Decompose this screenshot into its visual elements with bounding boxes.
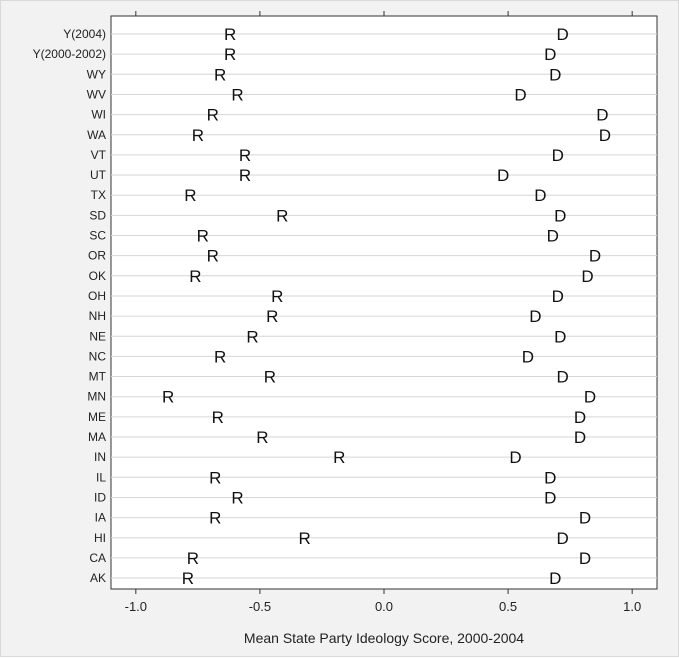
x-tick-label: 1.0 <box>623 599 641 614</box>
x-tick-label: 0.5 <box>499 599 517 614</box>
category-label: IA <box>95 511 106 525</box>
marker-R-ok: R <box>189 267 201 286</box>
grid-lines <box>111 33 657 579</box>
category-label: WA <box>87 128 106 142</box>
marker-D-ok: D <box>581 267 593 286</box>
marker-R-ut: R <box>239 166 251 185</box>
marker-R-me: R <box>212 408 224 427</box>
category-label: HI <box>94 531 106 545</box>
marker-R-nc: R <box>214 347 226 366</box>
marker-R-ca: R <box>187 549 199 568</box>
plot-area <box>110 15 658 590</box>
category-label: VT <box>91 148 107 162</box>
category-label: SC <box>89 229 106 243</box>
marker-R-il: R <box>209 468 221 487</box>
marker-D-ak: D <box>549 569 561 588</box>
category-label: OH <box>88 289 106 303</box>
marker-D-wv: D <box>514 85 526 104</box>
category-label: Y(2004) <box>63 27 106 41</box>
category-label: WY <box>87 67 106 81</box>
marker-R-or: R <box>207 247 219 266</box>
category-label: IL <box>96 470 106 484</box>
marker-R-wy: R <box>214 65 226 84</box>
marker-D-hi: D <box>557 529 569 548</box>
marker-R-in: R <box>333 448 345 467</box>
marker-R-id: R <box>231 488 243 507</box>
marker-D-ma: D <box>574 428 586 447</box>
category-label: NC <box>89 349 107 363</box>
category-label: MT <box>89 370 107 384</box>
category-label: WV <box>87 87 106 101</box>
category-label: MA <box>88 430 106 444</box>
marker-R-mn: R <box>162 388 174 407</box>
marker-D-sd: D <box>554 206 566 225</box>
marker-D-tx: D <box>534 186 546 205</box>
marker-D-ca: D <box>579 549 591 568</box>
x-axis-title: Mean State Party Ideology Score, 2000-20… <box>244 630 524 646</box>
marker-D-y-2004-: D <box>557 25 569 44</box>
marker-R-wv: R <box>231 85 243 104</box>
marker-D-wi: D <box>596 106 608 125</box>
marker-D-or: D <box>589 247 601 266</box>
marker-D-nc: D <box>522 347 534 366</box>
x-tick-label: -1.0 <box>125 599 147 614</box>
marker-D-id: D <box>544 488 556 507</box>
x-axis: -1.0 -0.5 0.0 0.5 1.0 <box>125 11 641 614</box>
category-label: OR <box>88 249 106 263</box>
marker-D-ia: D <box>579 509 591 528</box>
category-label: OK <box>89 269 106 283</box>
marker-R-y-2000-2002-: R <box>224 45 236 64</box>
data-marks: RRRRRRRRRRRRRRRRRRRRRRRRRRRRDDDDDDDDDDDD… <box>162 25 611 588</box>
marker-D-sc: D <box>547 227 559 246</box>
marker-R-ne: R <box>246 327 258 346</box>
category-label: ME <box>88 410 106 424</box>
x-tick-label: 0.0 <box>375 599 393 614</box>
x-tick-label: -0.5 <box>249 599 271 614</box>
marker-R-vt: R <box>239 146 251 165</box>
marker-R-ia: R <box>209 509 221 528</box>
marker-D-nh: D <box>529 307 541 326</box>
marker-R-y-2004-: R <box>224 25 236 44</box>
marker-R-wi: R <box>207 106 219 125</box>
category-label: UT <box>90 168 107 182</box>
category-label: TX <box>91 188 106 202</box>
marker-D-mt: D <box>557 368 569 387</box>
marker-D-il: D <box>544 468 556 487</box>
category-label: NE <box>89 329 106 343</box>
marker-D-wa: D <box>599 126 611 145</box>
marker-D-wy: D <box>549 65 561 84</box>
marker-R-wa: R <box>192 126 204 145</box>
marker-D-ne: D <box>554 327 566 346</box>
marker-R-sd: R <box>276 206 288 225</box>
category-label: MN <box>87 390 106 404</box>
category-label: SD <box>89 208 106 222</box>
marker-D-me: D <box>574 408 586 427</box>
category-label: WI <box>91 108 106 122</box>
category-label: ID <box>94 490 106 504</box>
marker-R-sc: R <box>197 227 209 246</box>
marker-D-y-2000-2002-: D <box>544 45 556 64</box>
marker-R-hi: R <box>298 529 310 548</box>
category-label: NH <box>89 309 106 323</box>
category-label: AK <box>90 571 106 585</box>
marker-R-mt: R <box>264 368 276 387</box>
marker-D-ut: D <box>497 166 509 185</box>
marker-R-nh: R <box>266 307 278 326</box>
marker-R-ma: R <box>256 428 268 447</box>
marker-R-tx: R <box>184 186 196 205</box>
y-axis: Y(2004) Y(2000-2002) WY WV WI WA VT UT TX SD SC OR O… <box>33 27 107 585</box>
marker-D-oh: D <box>552 287 564 306</box>
marker-D-in: D <box>509 448 521 467</box>
marker-R-oh: R <box>271 287 283 306</box>
category-label: IN <box>94 450 106 464</box>
marker-R-ak: R <box>182 569 194 588</box>
marker-D-vt: D <box>552 146 564 165</box>
marker-D-mn: D <box>584 388 596 407</box>
category-label: Y(2000-2002) <box>33 47 106 61</box>
category-label: CA <box>89 551 106 565</box>
